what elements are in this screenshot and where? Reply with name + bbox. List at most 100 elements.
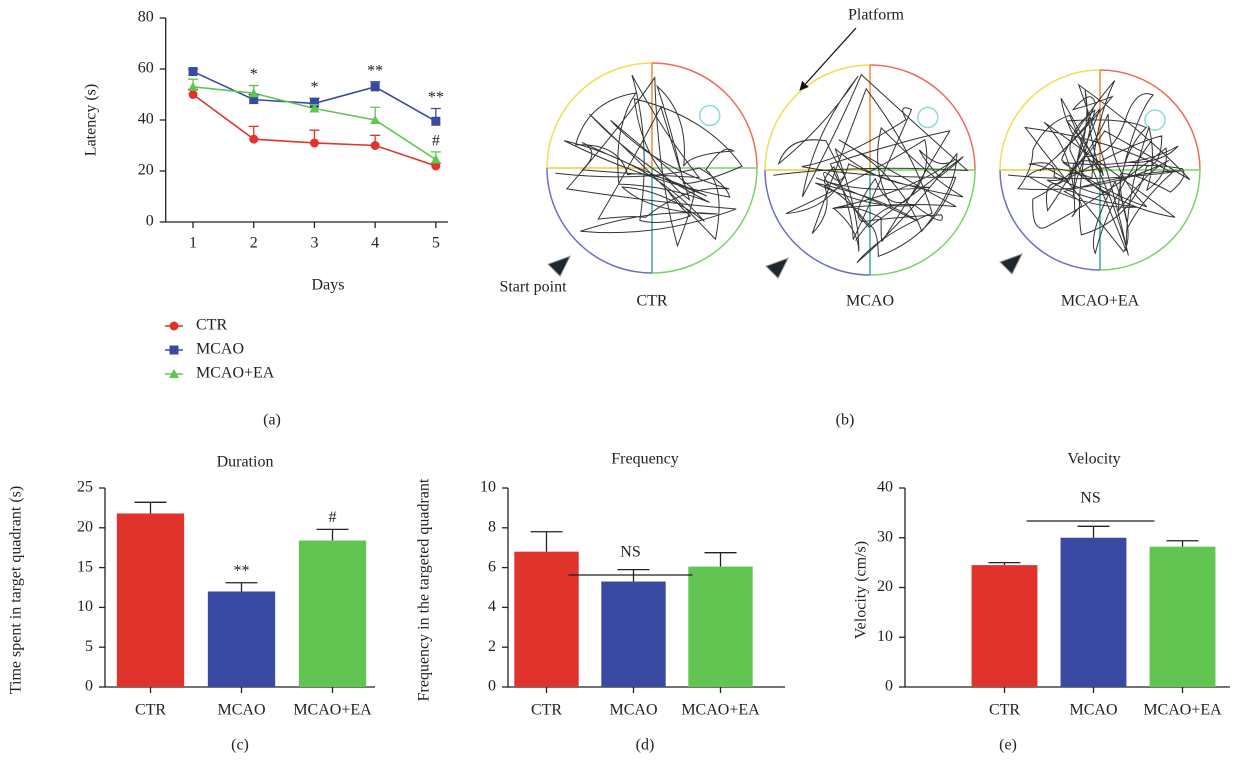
pool-arc xyxy=(999,169,1101,271)
x-tick-label: MCAO+EA xyxy=(293,702,372,719)
error-bar xyxy=(1166,540,1199,547)
group-label: MCAO+EA xyxy=(1061,293,1140,310)
error-bar xyxy=(134,501,167,514)
marker xyxy=(309,138,319,148)
start-marker xyxy=(765,257,790,280)
panel-label: (c) xyxy=(231,737,249,754)
y-axis-label: Time spent in target quadrant (s) xyxy=(8,486,25,694)
pool-arc xyxy=(546,62,653,169)
x-tick-label: CTR xyxy=(531,702,562,719)
pool-arc xyxy=(1099,169,1201,271)
bar xyxy=(116,513,185,687)
marker xyxy=(309,103,320,113)
chart-title: Frequency xyxy=(611,451,679,468)
annotation: NS xyxy=(620,544,640,561)
x-tick-label: MCAO xyxy=(217,702,265,719)
pool-arc xyxy=(764,64,871,171)
pool-arc xyxy=(869,169,976,276)
panel-label: (e) xyxy=(999,737,1017,754)
y-tick-label: 20 xyxy=(138,162,154,179)
error-bar xyxy=(225,582,258,592)
bar xyxy=(1149,546,1216,687)
marker xyxy=(188,67,198,77)
y-axis-label: Frequency in the targeted quadrant xyxy=(416,478,433,701)
x-axis-label: Days xyxy=(312,277,345,294)
annotation: # xyxy=(329,509,337,526)
legend-label: CTR xyxy=(196,317,227,334)
error-bar xyxy=(988,561,1021,566)
pool-arc xyxy=(764,169,871,276)
pool-arc xyxy=(546,167,653,274)
chart-title: Velocity xyxy=(1067,451,1120,468)
error-bar xyxy=(1077,525,1110,538)
marker xyxy=(248,88,259,98)
chart-title: Duration xyxy=(217,454,274,471)
marker xyxy=(169,369,179,378)
platform xyxy=(917,106,939,129)
annotation: * xyxy=(310,79,318,96)
panel-label: (d) xyxy=(636,737,655,754)
y-tick-label: 15 xyxy=(77,558,93,575)
y-tick-label: 0 xyxy=(85,678,93,695)
y-tick-label: 10 xyxy=(877,628,893,645)
y-tick-label: 0 xyxy=(146,213,154,230)
y-tick-label: 5 xyxy=(85,638,93,655)
bar xyxy=(298,540,367,687)
y-tick-label: 8 xyxy=(488,518,496,535)
y-tick-label: 40 xyxy=(877,479,893,496)
marker xyxy=(370,141,380,150)
annotation: ** xyxy=(367,62,383,79)
x-tick-label: 4 xyxy=(371,235,379,252)
pool-arc xyxy=(651,62,758,169)
marker xyxy=(188,90,198,99)
annotation: ** xyxy=(428,89,444,106)
marker xyxy=(370,82,380,92)
x-tick-label: 1 xyxy=(189,235,197,252)
y-tick-label: 20 xyxy=(877,578,893,595)
legend-label: MCAO+EA xyxy=(196,365,275,382)
y-tick-label: 0 xyxy=(885,678,893,695)
y-tick-label: 60 xyxy=(138,60,154,77)
legend-label: MCAO xyxy=(196,341,244,358)
marker xyxy=(431,116,441,126)
axes xyxy=(165,18,448,223)
y-tick-label: 6 xyxy=(488,558,496,575)
marker xyxy=(430,154,441,164)
error-bar xyxy=(530,531,563,552)
group-label: CTR xyxy=(636,293,667,310)
y-tick-label: 25 xyxy=(77,479,93,496)
y-tick-label: 80 xyxy=(138,9,154,26)
marker xyxy=(169,321,179,331)
x-tick-label: MCAO+EA xyxy=(681,702,760,719)
error-bar xyxy=(316,528,349,541)
annotation: # xyxy=(432,133,440,150)
x-tick-label: CTR xyxy=(989,702,1020,719)
group-label: MCAO xyxy=(846,293,894,310)
pool-arc xyxy=(1099,69,1201,171)
y-tick-label: 40 xyxy=(138,111,154,128)
y-axis-label: Velocity (cm/s) xyxy=(853,541,870,639)
x-tick-label: MCAO+EA xyxy=(1143,702,1222,719)
bar xyxy=(601,581,666,687)
marker xyxy=(249,134,259,144)
swim-path xyxy=(1007,80,1191,256)
bar xyxy=(514,551,579,687)
pool-arc xyxy=(651,167,758,274)
bar xyxy=(1060,537,1127,687)
y-tick-label: 4 xyxy=(488,598,496,615)
error-bar xyxy=(704,552,737,567)
start-marker xyxy=(999,253,1024,275)
x-tick-label: MCAO xyxy=(1069,702,1117,719)
panel-label: (a) xyxy=(263,412,281,429)
annotation: NS xyxy=(1080,490,1100,507)
x-tick-label: 3 xyxy=(310,235,318,252)
marker xyxy=(169,345,179,355)
y-tick-label: 30 xyxy=(877,528,893,545)
pool-arc xyxy=(999,69,1101,171)
marker xyxy=(249,95,259,105)
bar xyxy=(971,565,1038,687)
callout: Platform xyxy=(848,7,905,24)
y-tick-label: 10 xyxy=(480,479,496,496)
x-tick-label: 2 xyxy=(250,235,258,252)
